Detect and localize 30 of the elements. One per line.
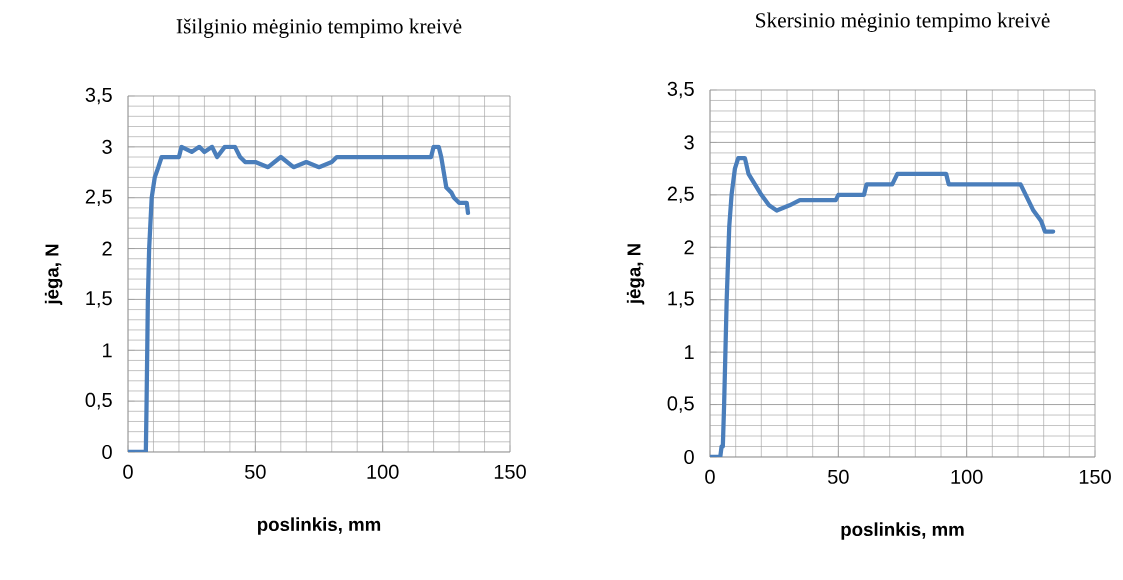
y-tick-label: 0,5 <box>667 396 694 413</box>
x-tick-label: 150 <box>1079 469 1111 484</box>
y-axis-title: jėga, N <box>44 244 63 305</box>
y-tick-label: 3 <box>684 135 694 150</box>
x-tick-label: 150 <box>494 464 526 479</box>
y-tick-label: 1,5 <box>86 291 112 308</box>
y-tick-label: 2,5 <box>85 189 112 206</box>
chart-title: Skersinio mėginio tempimo kreivė <box>756 12 1050 32</box>
y-tick-label: 3,5 <box>85 87 112 105</box>
y-tick-label: 2 <box>684 240 694 255</box>
x-tick-label: 50 <box>828 469 849 484</box>
x-tick-label: 100 <box>951 469 983 484</box>
y-tick-label: 2 <box>102 241 112 256</box>
x-tick-label: 50 <box>245 464 266 479</box>
y-tick-label: 1 <box>685 345 694 360</box>
y-axis-title: jėga, N <box>626 244 645 305</box>
y-tick-label: 3,5 <box>667 81 694 99</box>
x-tick-label: 100 <box>367 464 399 479</box>
y-tick-label: 0 <box>684 449 694 465</box>
y-tick-label: 0,5 <box>85 392 112 410</box>
y-tick-label: 3 <box>102 139 112 154</box>
y-tick-label: 1,5 <box>668 291 694 308</box>
chart-title: Išilginio mėginio tempimo kreivė <box>176 18 462 38</box>
y-tick-label: 1 <box>103 343 112 358</box>
x-axis-title: poslinkis, mm <box>258 517 381 535</box>
y-tick-label: 2,5 <box>667 186 694 204</box>
x-axis-title: poslinkis, mm <box>841 522 964 540</box>
x-tick-label: 0 <box>705 469 715 484</box>
y-tick-label: 0 <box>102 444 112 460</box>
x-tick-label: 0 <box>123 464 133 479</box>
